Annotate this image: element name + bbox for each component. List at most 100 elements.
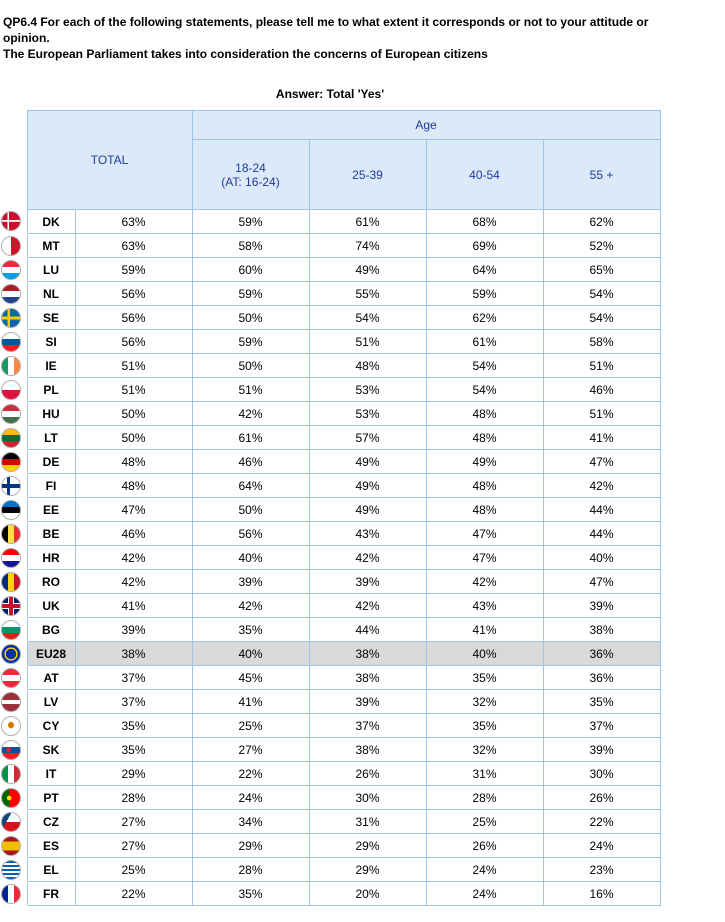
value-age-18-24: 50% bbox=[192, 305, 310, 330]
table-row: SK 35% 27% 38% 32% 39% bbox=[0, 737, 661, 762]
value-total: 48% bbox=[75, 449, 193, 474]
value-age-25-39: 61% bbox=[309, 209, 427, 234]
value-age-25-39: 55% bbox=[309, 281, 427, 306]
ee-flag-icon bbox=[1, 499, 21, 520]
value-age-25-39: 49% bbox=[309, 473, 427, 498]
header-age-55-plus: 55 + bbox=[542, 139, 661, 210]
table-row: LV 37% 41% 39% 32% 35% bbox=[0, 689, 661, 714]
question-line-1: QP6.4 For each of the following statemen… bbox=[3, 15, 649, 29]
table-row: BE 46% 56% 43% 47% 44% bbox=[0, 521, 661, 546]
value-age-40-54: 32% bbox=[426, 737, 544, 762]
table-row: SE 56% 50% 54% 62% 54% bbox=[0, 305, 661, 330]
value-age-40-54: 28% bbox=[426, 785, 544, 810]
value-total: 51% bbox=[75, 353, 193, 378]
ie-flag-icon bbox=[1, 355, 21, 376]
value-total: 27% bbox=[75, 809, 193, 834]
value-total: 42% bbox=[75, 569, 193, 594]
value-total: 28% bbox=[75, 785, 193, 810]
value-age-25-39: 38% bbox=[309, 665, 427, 690]
value-age-18-24: 60% bbox=[192, 257, 310, 282]
lu-flag-icon bbox=[1, 259, 21, 280]
question-text: QP6.4 For each of the following statemen… bbox=[3, 14, 718, 62]
value-age-18-24: 56% bbox=[192, 521, 310, 546]
value-age-40-54: 47% bbox=[426, 545, 544, 570]
value-age-55-plus: 44% bbox=[543, 497, 661, 522]
country-code: FR bbox=[26, 881, 76, 906]
table-row: EU28 38% 40% 38% 40% 36% bbox=[0, 641, 661, 666]
de-flag-icon bbox=[1, 451, 21, 472]
header-age-40-54: 40-54 bbox=[425, 139, 544, 210]
value-age-18-24: 29% bbox=[192, 833, 310, 858]
table-row: FR 22% 35% 20% 24% 16% bbox=[0, 881, 661, 906]
question-line-2: opinion. bbox=[3, 31, 50, 45]
hu-flag-icon bbox=[1, 403, 21, 424]
value-age-25-39: 38% bbox=[309, 641, 427, 666]
value-age-25-39: 20% bbox=[309, 881, 427, 906]
country-code: BE bbox=[26, 521, 76, 546]
value-age-18-24: 40% bbox=[192, 641, 310, 666]
value-total: 38% bbox=[75, 641, 193, 666]
table-row: CY 35% 25% 37% 35% 37% bbox=[0, 713, 661, 738]
value-age-55-plus: 47% bbox=[543, 449, 661, 474]
value-age-18-24: 64% bbox=[192, 473, 310, 498]
country-code: PT bbox=[26, 785, 76, 810]
table-row: EL 25% 28% 29% 24% 23% bbox=[0, 857, 661, 882]
table-row: BG 39% 35% 44% 41% 38% bbox=[0, 617, 661, 642]
value-age-25-39: 26% bbox=[309, 761, 427, 786]
value-age-25-39: 44% bbox=[309, 617, 427, 642]
table-row: RO 42% 39% 39% 42% 47% bbox=[0, 569, 661, 594]
it-flag-icon bbox=[1, 763, 21, 784]
header-age-25-39: 25-39 bbox=[308, 139, 427, 210]
table-row: LT 50% 61% 57% 48% 41% bbox=[0, 425, 661, 450]
value-age-55-plus: 26% bbox=[543, 785, 661, 810]
value-age-40-54: 48% bbox=[426, 401, 544, 426]
value-age-18-24: 45% bbox=[192, 665, 310, 690]
country-code: DK bbox=[26, 209, 76, 234]
value-age-40-54: 68% bbox=[426, 209, 544, 234]
country-code: HU bbox=[26, 401, 76, 426]
value-age-25-39: 48% bbox=[309, 353, 427, 378]
table-row: IE 51% 50% 48% 54% 51% bbox=[0, 353, 661, 378]
value-age-25-39: 57% bbox=[309, 425, 427, 450]
value-age-55-plus: 54% bbox=[543, 305, 661, 330]
country-code: SE bbox=[26, 305, 76, 330]
value-total: 56% bbox=[75, 305, 193, 330]
value-total: 63% bbox=[75, 233, 193, 258]
value-age-25-39: 54% bbox=[309, 305, 427, 330]
eu-flag-icon bbox=[1, 643, 21, 664]
value-age-40-54: 24% bbox=[426, 881, 544, 906]
value-age-40-54: 61% bbox=[426, 329, 544, 354]
country-code: IT bbox=[26, 761, 76, 786]
country-code: PL bbox=[26, 377, 76, 402]
value-age-25-39: 31% bbox=[309, 809, 427, 834]
country-code: AT bbox=[26, 665, 76, 690]
value-age-40-54: 48% bbox=[426, 497, 544, 522]
se-flag-icon bbox=[1, 307, 21, 328]
value-age-55-plus: 47% bbox=[543, 569, 661, 594]
value-age-25-39: 51% bbox=[309, 329, 427, 354]
value-age-40-54: 62% bbox=[426, 305, 544, 330]
country-code: DE bbox=[26, 449, 76, 474]
country-code: SI bbox=[26, 329, 76, 354]
table-row: HR 42% 40% 42% 47% 40% bbox=[0, 545, 661, 570]
value-age-55-plus: 24% bbox=[543, 833, 661, 858]
table-row: SI 56% 59% 51% 61% 58% bbox=[0, 329, 661, 354]
country-code: LU bbox=[26, 257, 76, 282]
ro-flag-icon bbox=[1, 571, 21, 592]
table-row: NL 56% 59% 55% 59% 54% bbox=[0, 281, 661, 306]
country-code: MT bbox=[26, 233, 76, 258]
value-age-55-plus: 58% bbox=[543, 329, 661, 354]
country-code: SK bbox=[26, 737, 76, 762]
value-age-25-39: 74% bbox=[309, 233, 427, 258]
value-age-40-54: 64% bbox=[426, 257, 544, 282]
value-age-55-plus: 44% bbox=[543, 521, 661, 546]
value-age-55-plus: 40% bbox=[543, 545, 661, 570]
country-code: EL bbox=[26, 857, 76, 882]
value-age-55-plus: 41% bbox=[543, 425, 661, 450]
value-age-18-24: 24% bbox=[192, 785, 310, 810]
value-age-25-39: 29% bbox=[309, 833, 427, 858]
fr-flag-icon bbox=[1, 883, 21, 904]
value-total: 56% bbox=[75, 281, 193, 306]
table-row: LU 59% 60% 49% 64% 65% bbox=[0, 257, 661, 282]
value-age-18-24: 40% bbox=[192, 545, 310, 570]
